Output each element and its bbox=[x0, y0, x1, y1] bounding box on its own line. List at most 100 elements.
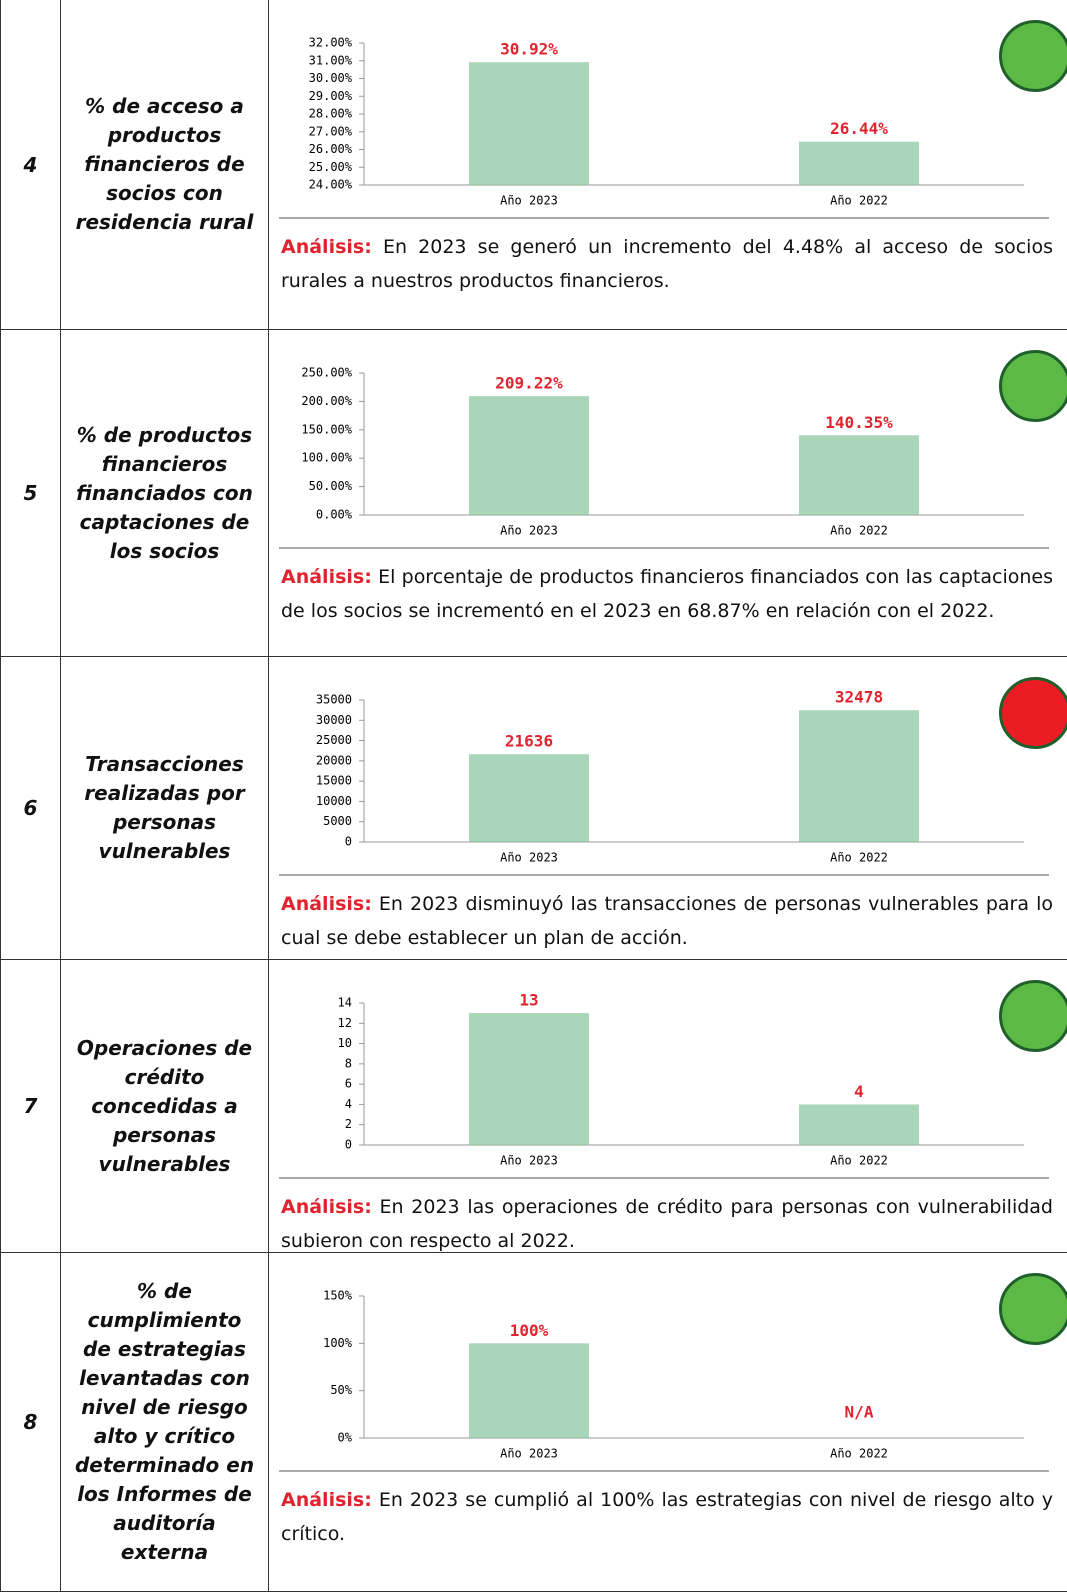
chart-cell: 0 2 4 6 8 10 12 14 Año 2023 13 Año 2022 4 Análisis: … bbox=[269, 960, 1067, 1253]
bar-chart: 24.00% 25.00% 26.00% 27.00% 28.00% 29.00% 30.0… bbox=[279, 36, 1049, 219]
y-tick-label: 0% bbox=[338, 1431, 353, 1445]
bar-chart: 0 2 4 6 8 10 12 14 Año 2023 13 Año 2022 4 bbox=[279, 991, 1049, 1179]
y-tick-label: 50.00% bbox=[309, 479, 353, 493]
y-tick-label: 150% bbox=[323, 1289, 353, 1303]
analysis: Análisis: En 2023 las operaciones de cré… bbox=[281, 1190, 1053, 1258]
bar bbox=[799, 141, 919, 185]
analysis-label: Análisis: bbox=[281, 893, 372, 915]
status-indicator bbox=[999, 980, 1067, 1052]
indicator: % de acceso a productos financieros de s… bbox=[61, 0, 269, 330]
row-number: 5 bbox=[1, 330, 61, 657]
value-label: 100% bbox=[510, 1321, 549, 1340]
value-label: 4 bbox=[854, 1082, 864, 1101]
y-tick-label: 5000 bbox=[323, 814, 352, 828]
analysis-label: Análisis: bbox=[281, 1489, 372, 1511]
value-label: 30.92% bbox=[500, 40, 558, 59]
analysis: Análisis: En 2023 se cumplió al 100% las… bbox=[281, 1483, 1053, 1551]
analysis-text: En 2023 se generó un incremento del 4.48… bbox=[281, 236, 1053, 292]
y-tick-label: 0 bbox=[345, 1138, 352, 1152]
analysis-label: Análisis: bbox=[281, 566, 372, 588]
x-tick-label: Año 2022 bbox=[830, 851, 888, 865]
y-tick-label: 50% bbox=[330, 1383, 352, 1397]
x-tick-label: Año 2022 bbox=[830, 524, 888, 538]
x-tick-label: Año 2022 bbox=[830, 1154, 888, 1168]
bar bbox=[469, 1013, 589, 1145]
y-tick-label: 2 bbox=[345, 1117, 352, 1131]
status-indicator bbox=[999, 350, 1067, 422]
status-indicator bbox=[999, 1273, 1067, 1345]
bar-chart: 0 5000 10000 15000 20000 25000 30000 35000 Año 2… bbox=[279, 688, 1049, 876]
analysis-text: El porcentaje de productos financieros f… bbox=[281, 566, 1053, 622]
indicator: % de cumplimiento de estrategias levanta… bbox=[61, 1253, 269, 1592]
analysis: Análisis: En 2023 disminuyó las transacc… bbox=[281, 887, 1053, 955]
y-tick-label: 8 bbox=[345, 1056, 352, 1070]
y-tick-label: 27.00% bbox=[309, 124, 353, 138]
bar bbox=[469, 62, 589, 185]
x-tick-label: Año 2023 bbox=[500, 1154, 558, 1168]
bar bbox=[469, 396, 589, 515]
bar bbox=[799, 435, 919, 515]
analysis-text: En 2023 se cumplió al 100% las estrategi… bbox=[281, 1489, 1053, 1545]
bar-chart: 0.00% 50.00% 100.00% 150.00% 200.00% 250.00% A… bbox=[279, 366, 1049, 549]
y-tick-label: 20000 bbox=[316, 753, 352, 767]
value-label: 32478 bbox=[835, 688, 883, 707]
chart-cell: 24.00% 25.00% 26.00% 27.00% 28.00% 29.00% 30.0… bbox=[269, 0, 1067, 330]
x-tick-label: Año 2022 bbox=[830, 194, 888, 208]
y-tick-label: 100.00% bbox=[301, 451, 352, 465]
y-tick-label: 0.00% bbox=[316, 508, 353, 522]
bar bbox=[799, 1104, 919, 1145]
x-tick-label: Año 2023 bbox=[500, 524, 558, 538]
chart-cell: 0 5000 10000 15000 20000 25000 30000 35000 Año 2… bbox=[269, 657, 1067, 960]
row-number: 7 bbox=[1, 960, 61, 1253]
y-tick-label: 100% bbox=[323, 1336, 353, 1350]
y-tick-label: 24.00% bbox=[309, 178, 353, 192]
y-tick-label: 30000 bbox=[316, 713, 352, 727]
y-tick-label: 250.00% bbox=[301, 366, 352, 380]
y-tick-label: 6 bbox=[345, 1077, 352, 1091]
analysis-label: Análisis: bbox=[281, 236, 372, 258]
y-tick-label: 200.00% bbox=[301, 394, 352, 408]
y-tick-label: 26.00% bbox=[309, 142, 353, 156]
x-tick-label: Año 2023 bbox=[500, 851, 558, 865]
y-tick-label: 29.00% bbox=[309, 89, 353, 103]
y-tick-label: 28.00% bbox=[309, 107, 353, 121]
analysis: Análisis: En 2023 se generó un increment… bbox=[281, 230, 1053, 298]
value-label: 209.22% bbox=[495, 374, 563, 393]
bar bbox=[799, 710, 919, 842]
x-tick-label: Año 2023 bbox=[500, 1447, 558, 1461]
y-tick-label: 25000 bbox=[316, 733, 352, 747]
value-label: 13 bbox=[519, 991, 538, 1010]
value-label: 21636 bbox=[505, 732, 553, 751]
y-tick-label: 15000 bbox=[316, 774, 352, 788]
analysis-label: Análisis: bbox=[281, 1196, 372, 1218]
y-tick-label: 32.00% bbox=[309, 36, 353, 50]
y-tick-label: 30.00% bbox=[309, 71, 353, 85]
analysis: Análisis: El porcentaje de productos fin… bbox=[281, 560, 1053, 628]
y-tick-label: 31.00% bbox=[309, 53, 353, 67]
bar-chart: 0% 50% 100% 150% Año 2023 100% Año 2022 N/A bbox=[279, 1289, 1049, 1472]
value-label: N/A bbox=[845, 1403, 874, 1422]
y-tick-label: 4 bbox=[345, 1097, 352, 1111]
status-indicator bbox=[999, 677, 1067, 749]
chart-cell: 0.00% 50.00% 100.00% 150.00% 200.00% 250.00% A… bbox=[269, 330, 1067, 657]
y-tick-label: 10000 bbox=[316, 794, 352, 808]
x-tick-label: Año 2022 bbox=[830, 1447, 888, 1461]
row-number: 8 bbox=[1, 1253, 61, 1592]
indicator: Operaciones de crédito concedidas a pers… bbox=[61, 960, 269, 1253]
status-indicator bbox=[999, 20, 1067, 92]
y-tick-label: 25.00% bbox=[309, 160, 353, 174]
value-label: 26.44% bbox=[830, 119, 888, 138]
y-tick-label: 150.00% bbox=[301, 422, 352, 436]
x-tick-label: Año 2023 bbox=[500, 194, 558, 208]
chart-cell: 0% 50% 100% 150% Año 2023 100% Año 2022 N/A Anál… bbox=[269, 1253, 1067, 1592]
y-tick-label: 0 bbox=[345, 835, 352, 849]
row-number: 6 bbox=[1, 657, 61, 960]
y-tick-label: 14 bbox=[338, 996, 352, 1010]
analysis-text: En 2023 las operaciones de crédito para … bbox=[281, 1196, 1053, 1252]
indicator: % de productos financieros financiados c… bbox=[61, 330, 269, 657]
y-tick-label: 12 bbox=[338, 1016, 352, 1030]
bar bbox=[469, 754, 589, 842]
y-tick-label: 10 bbox=[338, 1036, 352, 1050]
bar bbox=[469, 1343, 589, 1438]
